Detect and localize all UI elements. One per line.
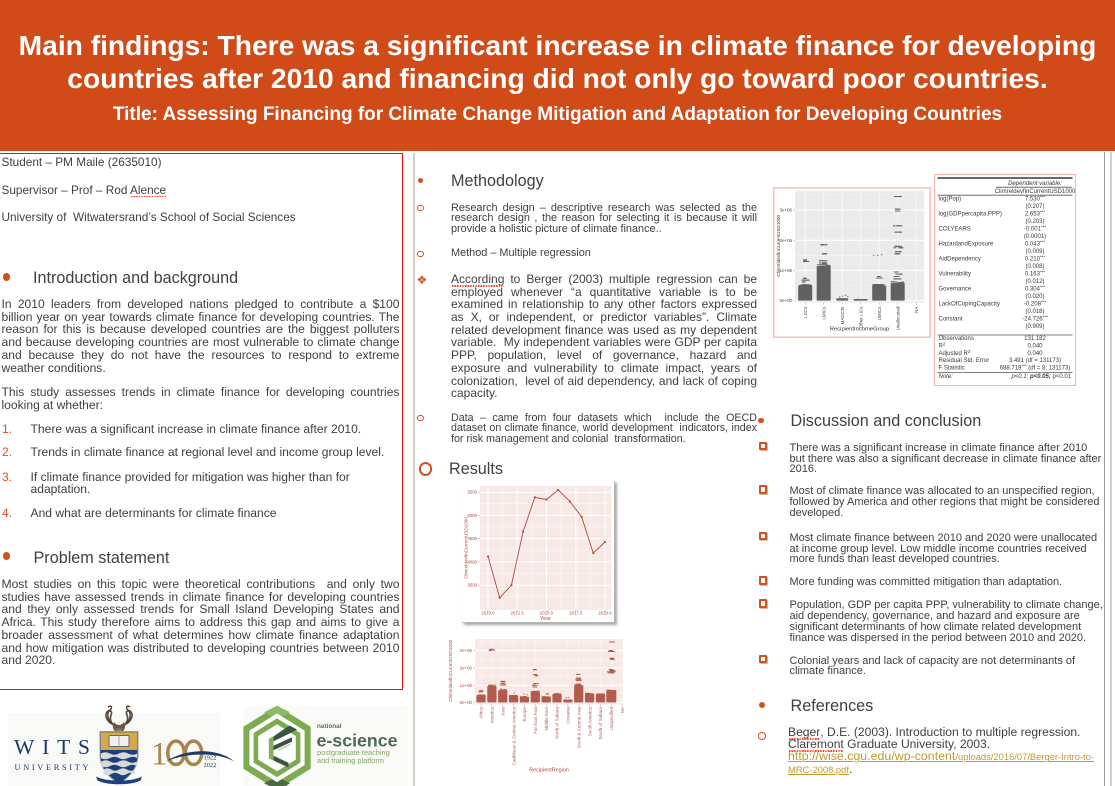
svg-text:2020.0: 2020.0: [598, 610, 612, 615]
svg-text:2010.0: 2010.0: [481, 610, 495, 615]
svg-text:Dependent variable:: Dependent variable:: [1008, 181, 1062, 187]
svg-text:LMICs: LMICs: [821, 306, 826, 320]
svg-text:Middle East: Middle East: [544, 706, 549, 730]
svg-text:RecipientIncomeGroup: RecipientIncomeGroup: [830, 327, 889, 333]
svg-text:e-science: e-science: [317, 731, 398, 751]
svg-text:0.163***: 0.163***: [1025, 270, 1045, 278]
svg-text:Unallocated: Unallocated: [895, 306, 900, 330]
svg-text:(0.018): (0.018): [1025, 309, 1044, 315]
svg-text:HazardandExposure: HazardandExposure: [939, 242, 994, 248]
svg-text:p<0.1; p<0.05; p<0.01: p<0.1; p<0.05; p<0.01: [1010, 374, 1071, 380]
svg-text:Asia: Asia: [500, 707, 505, 716]
svg-text:RecipientRegion: RecipientRegion: [529, 768, 569, 774]
svg-text:ClimreldevfinCurrentUSD1000: ClimreldevfinCurrentUSD1000: [448, 639, 453, 701]
svg-text:AidDependency: AidDependency: [939, 257, 981, 263]
svg-text:3e+06: 3e+06: [780, 208, 793, 213]
svg-text:ClimreldevfinCurrentUSD1000: ClimreldevfinCurrentUSD1000: [464, 517, 469, 579]
svg-text:(0.207): (0.207): [1025, 204, 1044, 210]
svg-text:Other LICs: Other LICs: [858, 306, 863, 329]
svg-text:0e+00: 0e+00: [460, 700, 473, 705]
svg-text:2e+06: 2e+06: [460, 666, 473, 671]
svg-text:3.491 (df = 131173): 3.491 (df = 131173): [1009, 358, 1061, 364]
svg-text:2017.5: 2017.5: [569, 610, 583, 615]
svg-text:South America: South America: [587, 707, 592, 737]
svg-text:Far East Asia: Far East Asia: [533, 707, 538, 734]
svg-text:0.304***: 0.304***: [1025, 285, 1045, 293]
svg-text:1e+06: 1e+06: [460, 683, 473, 688]
svg-text:(0.909): (0.909): [1025, 324, 1044, 330]
svg-text:(0.203): (0.203): [1025, 219, 1044, 225]
svg-text:-0.208***: -0.208***: [1024, 300, 1046, 308]
svg-text:1922: 1922: [204, 755, 217, 762]
svg-text:and training platform: and training platform: [317, 756, 384, 765]
svg-text:North of Sahara: North of Sahara: [555, 707, 560, 739]
svg-text:Note:: Note:: [939, 374, 954, 380]
svg-text:LDCs: LDCs: [803, 306, 808, 318]
svg-text:(0.009): (0.009): [1025, 249, 1044, 255]
svg-text:2015.0: 2015.0: [540, 610, 554, 615]
svg-text:7.530***: 7.530***: [1025, 195, 1045, 203]
svg-text:0.040: 0.040: [1027, 351, 1043, 357]
svg-text:South & Central Asia: South & Central Asia: [576, 707, 581, 749]
svg-text:688.719*** (df = 8; 131173): 688.719*** (df = 8; 131173): [1000, 363, 1071, 371]
svg-text:F Statistic: F Statistic: [939, 365, 965, 371]
svg-text:Observations: Observations: [939, 336, 974, 342]
svg-text:0.040: 0.040: [1027, 344, 1043, 350]
svg-text:MADCTs: MADCTs: [840, 306, 845, 324]
svg-text:South of Sahara: South of Sahara: [598, 707, 603, 740]
svg-text:3500: 3500: [467, 583, 477, 588]
svg-text:postgraduate teaching: postgraduate teaching: [317, 748, 390, 757]
svg-text:log(GDPpercapita.PPP): log(GDPpercapita.PPP): [939, 212, 1002, 218]
svg-text:Year: Year: [540, 616, 551, 622]
svg-text:NA: NA: [914, 307, 919, 313]
svg-text:4000: 4000: [467, 559, 477, 564]
svg-text:national: national: [317, 723, 342, 730]
svg-text:5000: 5000: [467, 513, 477, 518]
svg-text:2e+06: 2e+06: [780, 238, 793, 243]
svg-text:-0.001***: -0.001***: [1024, 225, 1046, 233]
svg-text:3e+06: 3e+06: [460, 648, 473, 653]
svg-text:Vulnerability: Vulnerability: [939, 272, 971, 278]
svg-text:LackOfCopingCapacity: LackOfCopingCapacity: [939, 302, 1000, 308]
svg-text:Unspecified: Unspecified: [609, 707, 614, 731]
svg-text:R2: R2: [939, 342, 946, 350]
svg-text:ClimreldevfinCurrentUSD1000: ClimreldevfinCurrentUSD1000: [995, 189, 1076, 195]
svg-text:Residual Std. Error: Residual Std. Error: [939, 358, 990, 364]
svg-text:131,182: 131,182: [1024, 336, 1046, 342]
svg-text:UMICs: UMICs: [877, 306, 882, 320]
svg-text:5500: 5500: [467, 490, 477, 495]
svg-text:Oceania: Oceania: [566, 707, 571, 724]
svg-text:1e+06: 1e+06: [780, 268, 793, 273]
svg-text:(0.008): (0.008): [1025, 264, 1044, 270]
svg-text:0.043***: 0.043***: [1025, 240, 1045, 248]
svg-text:Adjusted R2: Adjusted R2: [939, 349, 971, 357]
svg-text:1: 1: [151, 737, 168, 773]
svg-text:(0.012): (0.012): [1025, 279, 1044, 285]
svg-text:America: America: [490, 707, 495, 724]
svg-text:(0.0001): (0.0001): [1024, 234, 1046, 240]
svg-text:0.210***: 0.210***: [1025, 255, 1045, 263]
svg-text:(0.020): (0.020): [1025, 294, 1044, 300]
svg-text:log(Pop): log(Pop): [939, 197, 962, 203]
svg-text:Europe: Europe: [522, 707, 527, 722]
svg-text:Constant: Constant: [939, 317, 963, 323]
svg-text:2012.5: 2012.5: [511, 610, 525, 615]
svg-text:Caribbean & Central America: Caribbean & Central America: [511, 707, 516, 766]
svg-text:4500: 4500: [467, 536, 477, 541]
svg-text:2022: 2022: [204, 762, 217, 769]
svg-text:Governance: Governance: [939, 287, 972, 293]
svg-text:ClimreldevfinCurrentUSD1000: ClimreldevfinCurrentUSD1000: [776, 214, 781, 276]
svg-text:-24.726***: -24.726***: [1022, 315, 1048, 323]
svg-text:Africa: Africa: [479, 707, 484, 719]
svg-text:0e+00: 0e+00: [780, 298, 793, 303]
svg-text:NA: NA: [620, 707, 625, 713]
svg-text:COLYEARS: COLYEARS: [939, 227, 971, 233]
svg-text:2.653***: 2.653***: [1025, 210, 1045, 218]
